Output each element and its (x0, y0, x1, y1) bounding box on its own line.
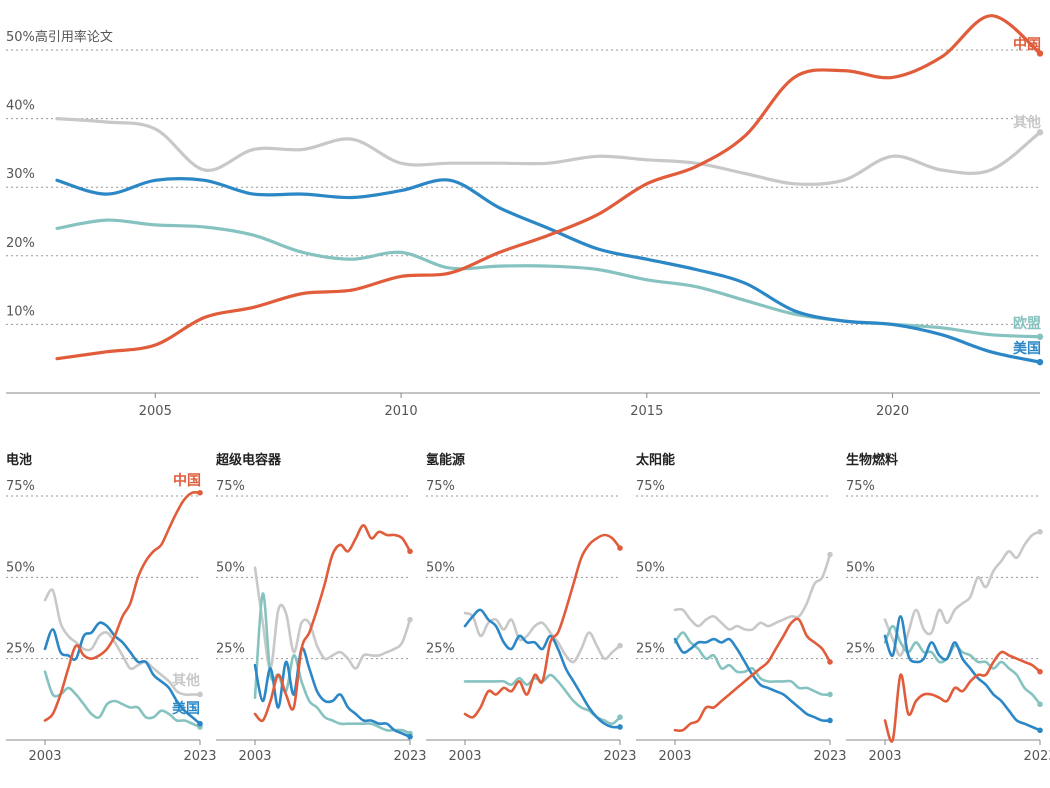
x-tick-label: 2003 (868, 749, 901, 764)
series-line-其他 (253, 566, 412, 670)
y-tick-label: 50% (846, 560, 875, 575)
series-line-其他 (673, 553, 832, 632)
series-line-欧盟 (43, 670, 202, 729)
y-tick-label: 75% (636, 479, 665, 494)
x-tick-label: 2003 (448, 749, 481, 764)
series-end-point (617, 545, 623, 551)
series-end-point (1036, 129, 1044, 136)
series-end-point (1036, 358, 1044, 366)
y-tick-label: 10% (6, 304, 35, 319)
series-line-美国 (673, 637, 832, 723)
y-tick-label: 40% (6, 99, 35, 114)
panel-title: 太阳能 (635, 452, 675, 468)
series-end-point (1036, 333, 1044, 340)
series-line-其他 (55, 117, 1042, 186)
x-tick-label: 2010 (385, 404, 418, 419)
y-tick-label: 30% (6, 167, 35, 182)
series-line-其他 (43, 588, 202, 697)
y-tick-label: 50% (636, 560, 665, 575)
x-tick-label: 2003 (28, 749, 61, 764)
panel-title: 氢能源 (426, 452, 465, 468)
x-tick-label: 2003 (238, 749, 271, 764)
y-tick-label: 50% (6, 560, 35, 575)
series-end-point (827, 551, 833, 558)
series-end-point (197, 489, 203, 496)
series-line-美国 (883, 615, 1042, 732)
series-line-美国 (463, 608, 622, 729)
x-tick-label: 2023 (813, 749, 846, 764)
x-tick-label: 2023 (393, 749, 426, 764)
series-end-point (197, 691, 203, 698)
y-tick-label: 25% (216, 642, 245, 657)
series-label-中国: 中国 (173, 472, 201, 489)
series-line-中国 (43, 490, 202, 722)
y-tick-label: 25% (636, 642, 665, 657)
y-tick-label: 25% (846, 642, 875, 657)
x-tick-label: 2023 (1023, 749, 1050, 764)
x-tick-label: 2023 (603, 749, 636, 764)
series-label-其他: 其他 (1013, 114, 1041, 131)
x-tick-label: 2023 (183, 749, 216, 764)
series-end-point (827, 691, 833, 698)
panel-title: 超级电容器 (216, 452, 282, 468)
series-label-美国: 美国 (172, 700, 200, 717)
series-end-point (827, 717, 833, 724)
x-tick-label: 2003 (658, 749, 691, 764)
small-panel-太阳能: 太阳能 25% 50% 75% 2003 2023 (635, 452, 847, 764)
y-tick-label: 75% (426, 479, 455, 494)
x-tick-label: 2020 (876, 404, 909, 419)
series-end-point (407, 616, 413, 623)
series-line-美国 (55, 177, 1042, 364)
small-panel-生物燃料: 生物燃料 25% 50% 75% 2003 2023 (846, 452, 1050, 764)
series-label-其他: 其他 (172, 672, 200, 689)
series-label-欧盟: 欧盟 (1013, 315, 1041, 332)
x-tick-label: 2005 (139, 404, 172, 419)
y-tick-label: 75% (846, 479, 875, 494)
series-line-欧盟 (55, 218, 1042, 339)
series-line-其他 (883, 530, 1042, 657)
series-label-美国: 美国 (1013, 340, 1041, 357)
main-chart: 10% 20% 30% 40% 50%高引用率论文 2005 2010 2015 2020 其他欧… (6, 14, 1044, 419)
series-end-point (617, 642, 623, 649)
y-tick-label: 50% (216, 560, 245, 575)
series-end-point (1037, 727, 1043, 734)
small-panel-氢能源: 氢能源 25% 50% 75% 2003 2023 (426, 452, 637, 764)
series-line-欧盟 (673, 631, 832, 697)
y-tick-label: 25% (426, 642, 455, 657)
series-end-point (407, 733, 413, 740)
series-line-中国 (253, 524, 412, 723)
series-line-中国 (883, 650, 1042, 743)
y-tick-label: 50%高引用率论文 (6, 29, 113, 45)
small-panel-超级电容器: 超级电容器 25% 50% 75% 2003 2023 (216, 452, 427, 764)
series-end-point (1036, 50, 1044, 57)
y-tick-label: 50% (426, 560, 455, 575)
y-tick-label: 20% (6, 236, 35, 251)
y-tick-label: 25% (6, 642, 35, 657)
series-end-point (407, 548, 413, 555)
series-line-美国 (253, 646, 412, 738)
y-tick-label: 75% (216, 479, 245, 494)
series-end-point (1037, 668, 1043, 675)
series-end-point (617, 714, 623, 721)
series-end-point (1037, 701, 1043, 708)
panel-title: 电池 (6, 452, 32, 468)
x-tick-label: 2015 (630, 404, 663, 419)
series-end-point (197, 720, 203, 727)
series-line-欧盟 (883, 624, 1042, 706)
series-end-point (827, 659, 833, 665)
series-label-中国: 中国 (1013, 36, 1041, 53)
series-end-point (617, 724, 623, 730)
series-line-中国 (55, 14, 1042, 361)
panel-title: 生物燃料 (846, 452, 898, 468)
series-line-中国 (463, 533, 622, 719)
series-end-point (1037, 528, 1043, 535)
series-line-中国 (673, 617, 832, 732)
y-tick-label: 75% (6, 479, 35, 494)
